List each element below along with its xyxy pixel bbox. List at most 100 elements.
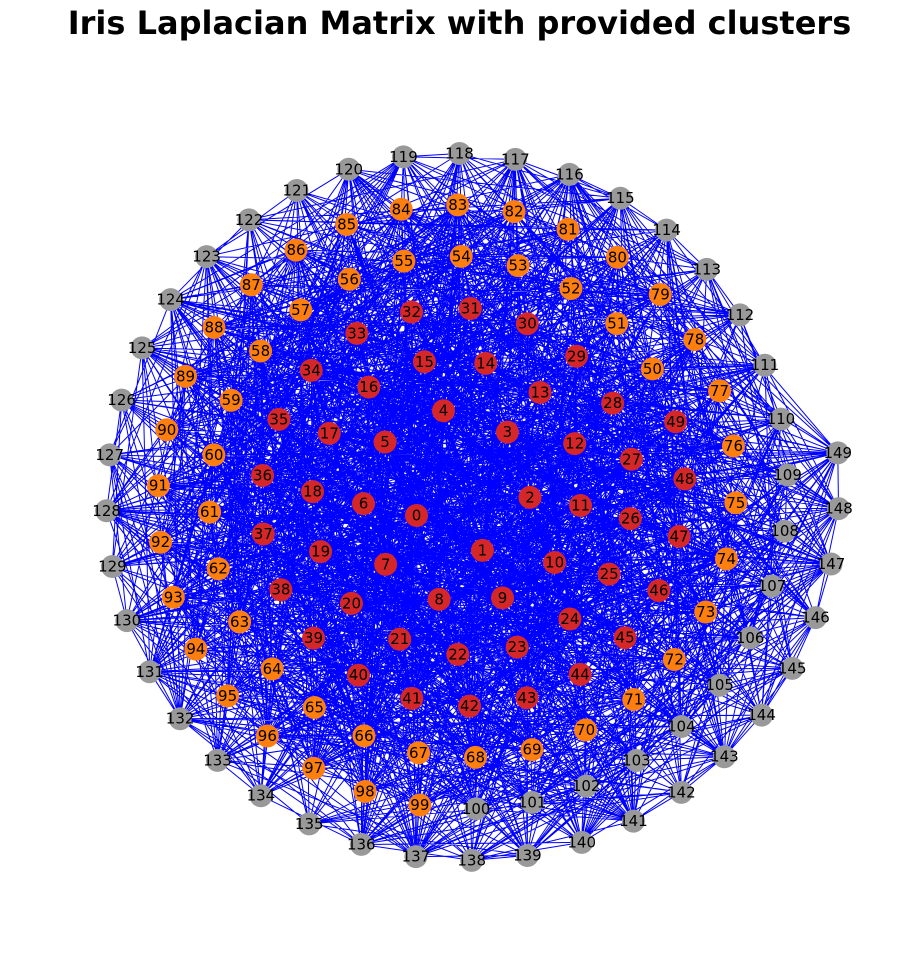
node-marker <box>349 832 373 856</box>
node-marker <box>474 351 498 375</box>
node-label: 26 <box>621 510 640 528</box>
node-marker <box>518 485 542 509</box>
graph-node-119: 119 <box>389 145 418 169</box>
graph-node-29: 29 <box>565 344 589 368</box>
graph-node-107: 107 <box>758 574 786 598</box>
node-marker <box>505 635 529 659</box>
node-label: 28 <box>603 394 622 412</box>
node-marker <box>570 830 594 854</box>
node-label: 59 <box>222 391 241 409</box>
node-marker <box>335 213 359 237</box>
node-marker <box>597 562 621 586</box>
node-marker <box>299 358 323 382</box>
node-label: 35 <box>269 410 288 428</box>
graph-node-149: 149 <box>823 441 852 465</box>
graph-node-69: 69 <box>520 738 544 762</box>
node-marker <box>619 447 643 471</box>
node-marker <box>146 474 170 498</box>
graph-node-142: 142 <box>667 780 696 804</box>
node-label: 18 <box>303 483 322 501</box>
node-label: 111 <box>751 356 780 374</box>
graph-node-20: 20 <box>339 591 363 615</box>
node-label: 60 <box>204 446 223 464</box>
node-marker <box>237 208 261 232</box>
graph-node-77: 77 <box>708 379 732 403</box>
node-label: 82 <box>505 203 524 221</box>
graph-node-118: 118 <box>445 141 474 165</box>
graph-node-81: 81 <box>556 217 580 241</box>
node-marker <box>819 552 843 576</box>
node-label: 117 <box>501 150 530 168</box>
node-label: 39 <box>304 629 323 647</box>
graph-node-114: 114 <box>652 218 681 242</box>
node-marker <box>605 245 629 269</box>
node-marker <box>202 443 226 467</box>
graph-node-96: 96 <box>255 724 279 748</box>
node-label: 103 <box>622 752 651 770</box>
graph-node-32: 32 <box>400 300 424 324</box>
graph-node-67: 67 <box>407 741 431 765</box>
node-label: 38 <box>271 581 290 599</box>
graph-node-59: 59 <box>219 388 243 412</box>
node-label: 22 <box>448 645 467 663</box>
node-label: 114 <box>652 221 681 239</box>
graph-node-72: 72 <box>662 648 686 672</box>
node-marker <box>267 407 291 431</box>
node-label: 98 <box>356 783 375 801</box>
node-marker <box>161 585 185 609</box>
node-marker <box>373 430 397 454</box>
node-label: 139 <box>513 847 542 865</box>
node-marker <box>284 238 308 262</box>
graph-node-68: 68 <box>463 745 487 769</box>
node-marker <box>352 724 376 748</box>
node-label: 32 <box>402 303 421 321</box>
node-label: 140 <box>567 833 596 851</box>
graph-node-103: 103 <box>622 749 651 773</box>
node-marker <box>301 480 325 504</box>
graph-node-30: 30 <box>515 312 539 336</box>
node-marker <box>249 784 273 808</box>
node-label: 15 <box>415 353 434 371</box>
node-label: 121 <box>282 182 311 200</box>
graph-node-84: 84 <box>389 197 413 221</box>
node-label: 54 <box>452 247 471 265</box>
graph-node-122: 122 <box>235 208 263 232</box>
graph-node-113: 113 <box>692 257 721 281</box>
node-label: 47 <box>670 527 689 545</box>
graph-node-25: 25 <box>597 562 621 586</box>
node-marker <box>520 790 544 814</box>
node-marker <box>515 686 539 710</box>
node-marker <box>337 157 361 181</box>
node-label: 108 <box>770 522 799 540</box>
node-marker <box>404 845 428 869</box>
node-marker <box>618 507 642 531</box>
graph-node-83: 83 <box>446 193 470 217</box>
node-label: 146 <box>801 609 830 627</box>
graph-node-86: 86 <box>284 238 308 262</box>
node-label: 123 <box>192 248 221 266</box>
graph-node-11: 11 <box>569 494 593 518</box>
graph-node-54: 54 <box>449 244 473 268</box>
node-marker <box>708 379 732 403</box>
graph-node-74: 74 <box>714 547 738 571</box>
node-marker <box>309 540 333 564</box>
node-label: 49 <box>666 413 685 431</box>
node-marker <box>556 217 580 241</box>
node-marker <box>515 844 539 868</box>
node-marker <box>464 797 488 821</box>
node-label: 37 <box>254 525 273 543</box>
node-marker <box>557 162 581 186</box>
graph-node-16: 16 <box>357 375 381 399</box>
node-label: 86 <box>286 241 305 259</box>
node-label: 45 <box>616 629 635 647</box>
node-marker <box>460 848 484 872</box>
node-marker <box>228 610 252 634</box>
node-label: 8 <box>434 590 444 608</box>
node-marker <box>98 443 122 467</box>
graph-node-8: 8 <box>427 587 451 611</box>
graph-node-7: 7 <box>374 552 398 576</box>
graph-node-28: 28 <box>601 391 625 415</box>
node-label: 1 <box>478 541 488 559</box>
graph-node-37: 37 <box>251 522 275 546</box>
